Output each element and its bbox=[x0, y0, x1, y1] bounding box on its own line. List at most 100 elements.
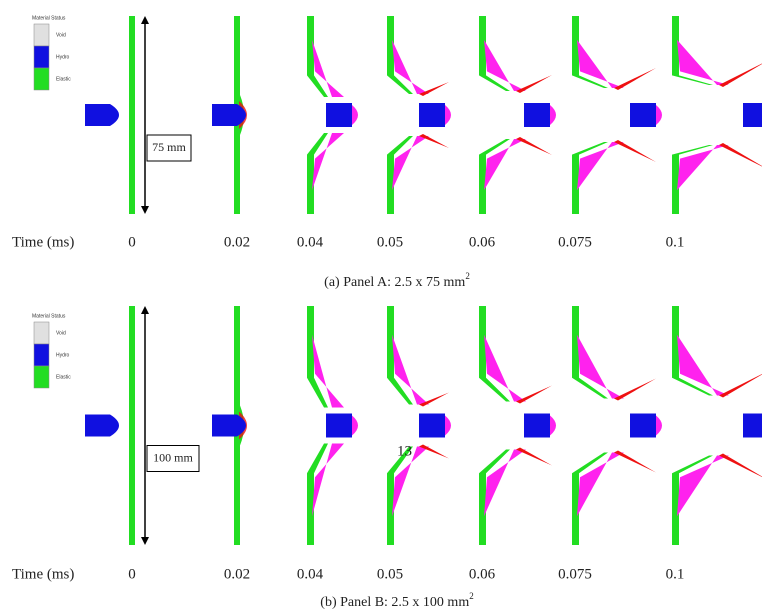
time-label: 0.04 bbox=[297, 566, 324, 582]
legend-item: Hydro bbox=[56, 54, 70, 60]
debris bbox=[614, 140, 656, 162]
plate bbox=[129, 16, 135, 214]
caption: (b) Panel B: 2.5 x 100 mm2 bbox=[320, 591, 473, 610]
caption-superscript: 2 bbox=[465, 271, 470, 281]
dimension-label: 75 mm bbox=[152, 140, 186, 154]
dimension-label: 100 mm bbox=[153, 450, 193, 464]
plate bbox=[387, 16, 413, 94]
time-label: 0.075 bbox=[558, 566, 592, 582]
plate bbox=[479, 450, 510, 546]
projectile-tip bbox=[656, 105, 662, 125]
damage bbox=[677, 456, 729, 517]
projectile bbox=[743, 414, 762, 438]
time-label: 0.02 bbox=[224, 234, 250, 250]
time-axis-label: Time (ms) bbox=[12, 566, 74, 582]
legend-swatch bbox=[34, 68, 49, 90]
projectile bbox=[326, 414, 352, 438]
time-label: 0.05 bbox=[377, 566, 403, 582]
snapshot bbox=[307, 16, 358, 214]
projectile bbox=[85, 104, 119, 126]
snapshot bbox=[387, 306, 451, 545]
plate bbox=[129, 306, 135, 545]
damage bbox=[484, 139, 526, 190]
legend-swatch bbox=[34, 366, 49, 388]
damage bbox=[484, 40, 526, 91]
projectile bbox=[212, 415, 246, 437]
projectile-tip bbox=[656, 416, 662, 436]
time-label: 0.06 bbox=[469, 234, 496, 250]
projectile-tip bbox=[352, 105, 358, 125]
debris bbox=[614, 68, 656, 90]
damage bbox=[312, 444, 344, 517]
damage bbox=[577, 453, 624, 517]
projectile-tip bbox=[445, 416, 451, 436]
damage bbox=[392, 136, 429, 190]
snapshot bbox=[307, 306, 358, 545]
debris bbox=[516, 137, 552, 155]
page: {"panels": [ {"legend": {"title": "Mater… bbox=[0, 0, 762, 613]
legend-swatch bbox=[34, 344, 49, 366]
time-label: 0.1 bbox=[666, 566, 685, 582]
debris bbox=[719, 143, 762, 169]
damage bbox=[577, 142, 624, 190]
damage bbox=[312, 40, 344, 97]
legend-item: Hydro bbox=[56, 352, 70, 358]
legend-item: Void bbox=[56, 32, 66, 38]
time-label: 0.05 bbox=[377, 234, 403, 250]
projectile bbox=[524, 103, 550, 127]
damage bbox=[484, 450, 526, 517]
damage bbox=[577, 335, 624, 399]
snapshot bbox=[479, 16, 556, 214]
debris bbox=[419, 82, 449, 96]
debris bbox=[419, 134, 449, 148]
legend-swatch bbox=[34, 24, 49, 46]
caption-text: (b) Panel B: 2.5 x 100 mm bbox=[320, 595, 469, 610]
projectile-tip bbox=[445, 105, 451, 125]
debris bbox=[719, 61, 762, 87]
snapshot bbox=[212, 306, 247, 545]
plate bbox=[479, 306, 510, 402]
plate bbox=[387, 136, 413, 214]
projectile bbox=[85, 415, 119, 437]
debris bbox=[614, 451, 656, 473]
caption-superscript: 2 bbox=[469, 591, 474, 601]
page-number: 13 bbox=[397, 443, 412, 459]
projectile bbox=[326, 103, 352, 127]
caption: (a) Panel A: 2.5 x 75 mm2 bbox=[324, 271, 470, 290]
time-label: 0.02 bbox=[224, 566, 250, 582]
time-label: 0.1 bbox=[666, 234, 685, 250]
figure: Material Status Void Hydro Elastic 0 0.02 0.04… bbox=[0, 0, 762, 613]
damage bbox=[577, 40, 624, 88]
debris bbox=[719, 372, 762, 398]
legend-item: Void bbox=[56, 330, 66, 336]
damage bbox=[312, 335, 344, 408]
damage bbox=[677, 335, 729, 396]
projectile bbox=[419, 414, 445, 438]
projectile bbox=[419, 103, 445, 127]
snapshot bbox=[387, 16, 451, 214]
legend-title: Material Status bbox=[32, 313, 66, 319]
time-label: 0.06 bbox=[469, 566, 496, 582]
damage bbox=[484, 335, 526, 402]
damage bbox=[312, 133, 344, 190]
legend-item: Elastic bbox=[56, 374, 71, 380]
snapshot bbox=[672, 306, 762, 545]
damage bbox=[392, 335, 429, 405]
time-label: 0.075 bbox=[558, 234, 592, 250]
legend-swatch bbox=[34, 322, 49, 344]
snapshot bbox=[572, 16, 662, 214]
debris bbox=[516, 75, 552, 93]
caption-text: (a) Panel A: 2.5 x 75 mm bbox=[324, 275, 465, 290]
snapshot bbox=[85, 306, 135, 545]
time-label: 0 bbox=[128, 566, 136, 582]
snapshot bbox=[212, 16, 247, 214]
debris bbox=[516, 386, 552, 404]
snapshot bbox=[572, 306, 662, 545]
plate bbox=[387, 447, 413, 546]
time-axis-label: Time (ms) bbox=[12, 234, 74, 250]
time-label: 0.04 bbox=[297, 234, 324, 250]
damage bbox=[392, 40, 429, 94]
legend-item: Elastic bbox=[56, 76, 71, 82]
projectile-tip bbox=[352, 416, 358, 436]
legend-swatch bbox=[34, 46, 49, 68]
